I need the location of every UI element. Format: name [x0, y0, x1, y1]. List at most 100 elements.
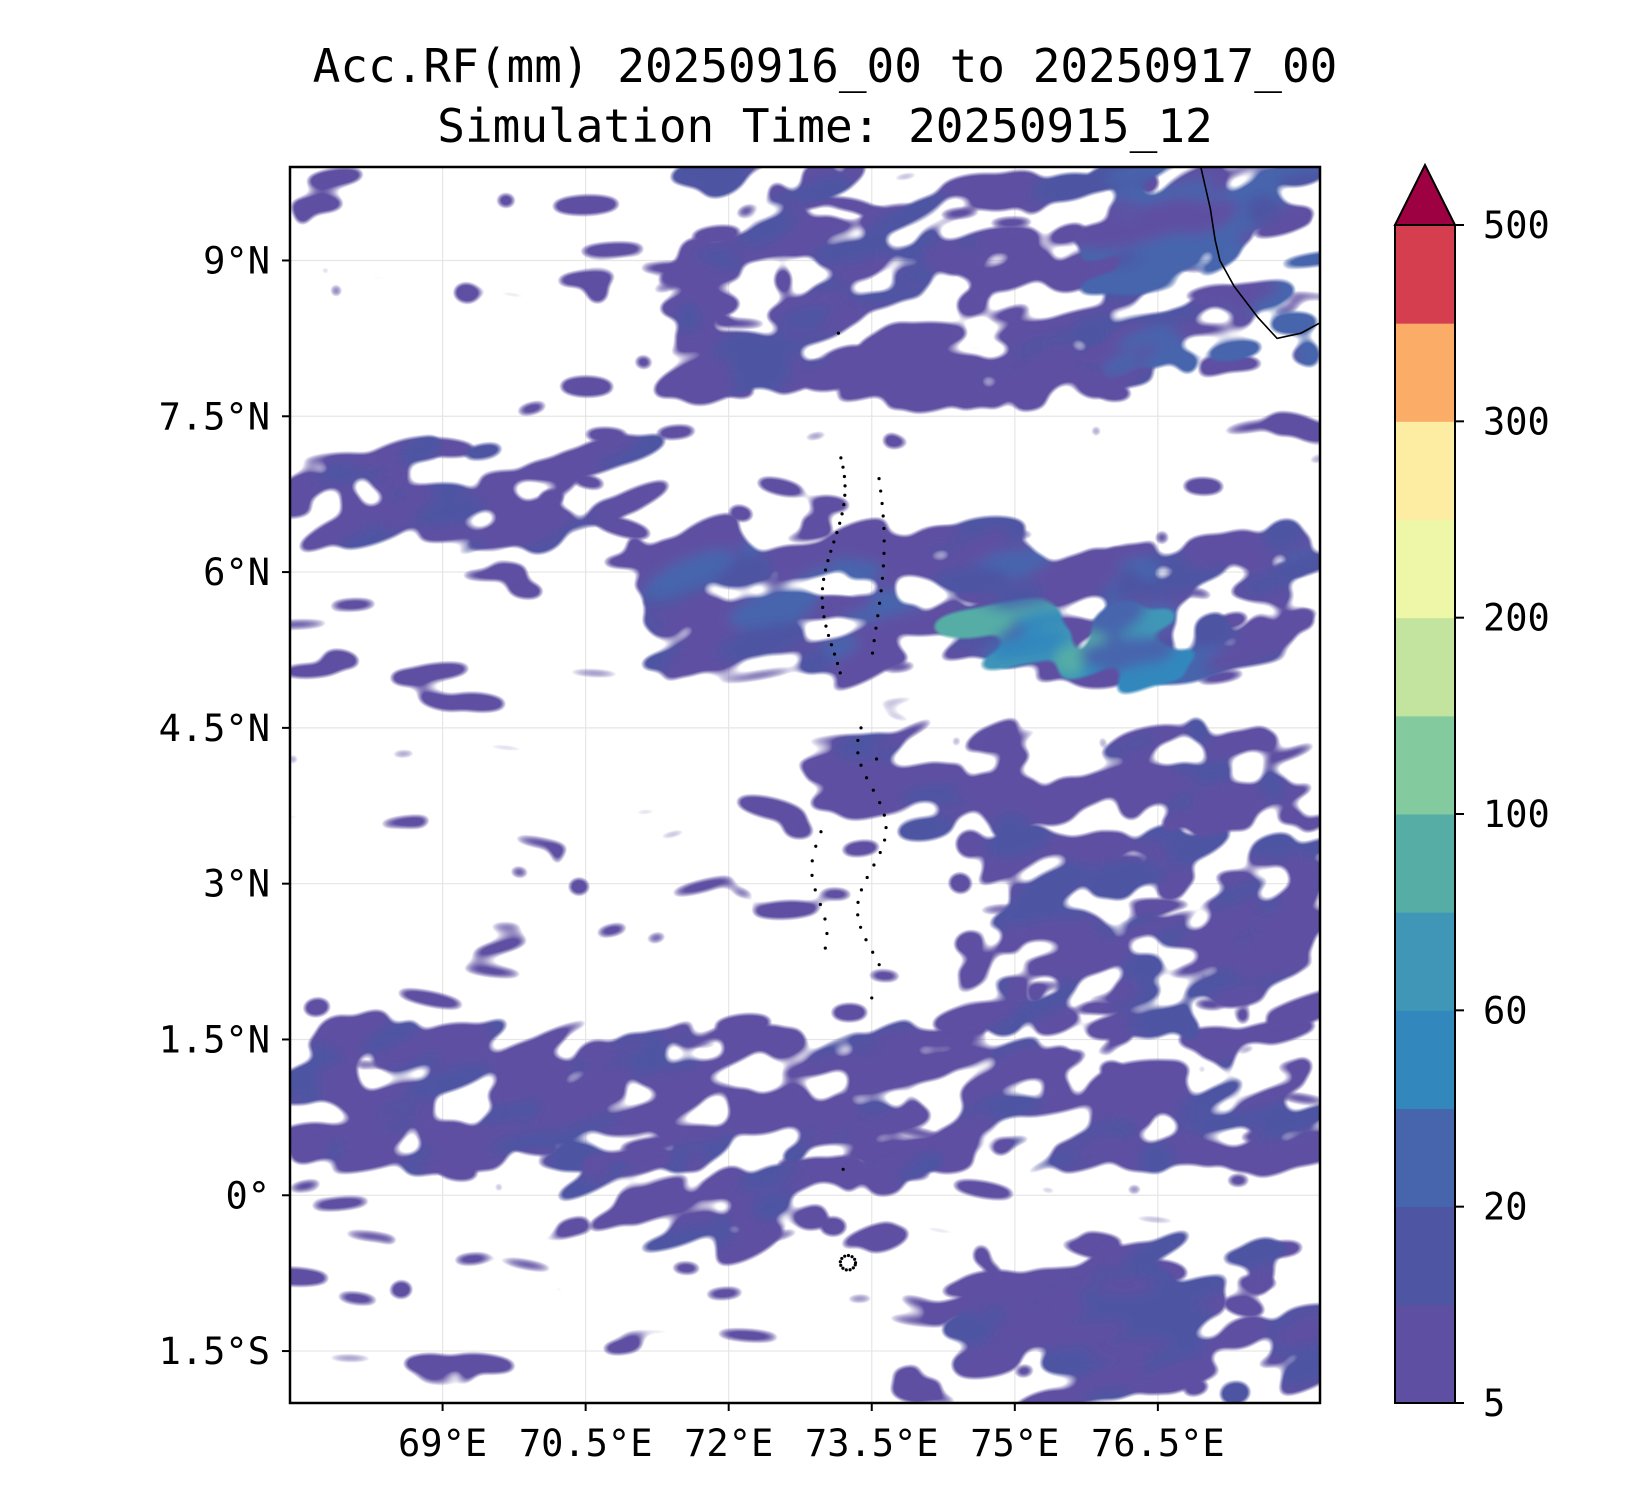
rain-cell — [953, 772, 1042, 803]
rain-cell — [846, 781, 893, 809]
rain-cell — [506, 864, 533, 880]
rain-cell — [869, 694, 927, 707]
rain-cell — [552, 1214, 594, 1234]
rain-cell — [1040, 1075, 1074, 1103]
rain-cell — [555, 373, 618, 400]
rain-cell — [751, 1191, 793, 1220]
rain-cell — [1066, 1119, 1090, 1130]
atoll-dot — [839, 1263, 843, 1267]
rain-cell — [862, 1027, 935, 1044]
rain-cell — [578, 1036, 657, 1066]
rain-cell — [351, 456, 383, 473]
rain-cell — [1288, 1055, 1316, 1079]
atoll-dot — [835, 531, 839, 535]
atoll-dot — [846, 1253, 851, 1258]
rain-cell — [939, 350, 1026, 385]
rain-cell — [1191, 611, 1231, 645]
atoll-dot — [850, 1255, 854, 1259]
rain-cell — [512, 399, 552, 418]
rain-cell — [1088, 422, 1104, 440]
colorbar-tick-label: 20 — [1483, 1186, 1528, 1229]
atoll-dot — [865, 875, 869, 880]
rain-cell — [1195, 253, 1237, 279]
rain-cell — [1188, 280, 1279, 309]
rain-cell — [1114, 281, 1186, 298]
rain-cell — [1257, 740, 1320, 768]
atoll-dot — [823, 946, 827, 950]
rain-cell — [745, 233, 829, 261]
rain-cell — [828, 1080, 923, 1098]
rain-cell — [1135, 1356, 1216, 1397]
rain-cell — [1203, 337, 1267, 364]
rain-cell — [866, 190, 951, 239]
rain-cell — [480, 288, 545, 302]
rain-cell — [550, 842, 565, 869]
rain-cell — [384, 748, 423, 760]
rain-cell — [1219, 1293, 1269, 1320]
rain-cell — [455, 567, 531, 583]
rain-cell — [309, 469, 391, 484]
rain-cell — [290, 812, 315, 822]
rain-cell — [939, 1045, 995, 1073]
y-tick-label: 7.5°N — [159, 395, 270, 438]
atoll-dot — [877, 601, 882, 605]
rain-cell — [803, 592, 879, 621]
rain-cell — [1175, 867, 1199, 888]
rain-cell — [702, 358, 734, 372]
rain-cell — [594, 432, 670, 469]
rain-cell — [617, 1150, 685, 1179]
rain-cell — [845, 1048, 920, 1090]
rain-cell — [1239, 957, 1319, 980]
rain-cell — [1250, 1128, 1320, 1180]
colorbar-segment — [1395, 225, 1455, 324]
rain-cell — [883, 170, 927, 183]
y-tick-label: 3°N — [203, 863, 270, 906]
rain-cell — [1108, 1079, 1193, 1113]
rain-cell — [290, 1265, 334, 1289]
rain-cell — [654, 1122, 728, 1145]
rain-cell — [398, 433, 444, 465]
atoll-dot — [838, 1260, 842, 1264]
rain-cell — [624, 533, 645, 554]
rain-cell — [943, 514, 1030, 549]
rain-cell — [507, 833, 574, 852]
rain-cell — [295, 450, 369, 466]
rain-cell — [468, 741, 544, 754]
rain-cell — [667, 1259, 705, 1277]
rain-cell — [897, 819, 923, 838]
rain-cell — [1021, 201, 1049, 217]
rain-cell — [325, 1152, 413, 1176]
rain-cell — [1142, 1336, 1207, 1377]
rain-cell — [1008, 987, 1077, 1025]
rain-cell — [1129, 178, 1215, 207]
rain-cell — [1296, 338, 1320, 370]
rain-cell — [1121, 951, 1167, 982]
colorbar-segment — [1395, 421, 1455, 520]
rain-cell — [290, 617, 337, 631]
atoll-dot — [879, 589, 883, 593]
y-tick-label: 9°N — [203, 239, 270, 282]
rain-cell — [763, 345, 792, 379]
rain-cell — [684, 1152, 709, 1175]
rain-cell — [1061, 928, 1107, 963]
atoll-dot — [879, 489, 883, 493]
rain-cell — [1175, 917, 1257, 951]
rain-cell — [727, 886, 758, 901]
rain-cell — [774, 351, 862, 398]
rain-cell — [585, 478, 674, 525]
rain-cell — [954, 287, 991, 320]
rain-cell — [979, 1034, 1045, 1060]
colorbar: 5 20 60 100 200 300 500 — [1393, 162, 1550, 1425]
rain-cell — [670, 324, 715, 346]
rain-cell — [933, 565, 1010, 595]
atoll-dot — [851, 1266, 855, 1270]
atoll-dot — [882, 551, 886, 555]
rain-cell — [1149, 770, 1189, 790]
atoll-dot — [872, 863, 876, 867]
rain-cell — [414, 524, 482, 545]
rain-cell — [1033, 1272, 1105, 1308]
colorbar-tick-label: 100 — [1483, 793, 1550, 836]
rain-band — [928, 821, 1320, 1044]
rain-cell — [1274, 805, 1306, 827]
rain-cell — [428, 1129, 478, 1154]
